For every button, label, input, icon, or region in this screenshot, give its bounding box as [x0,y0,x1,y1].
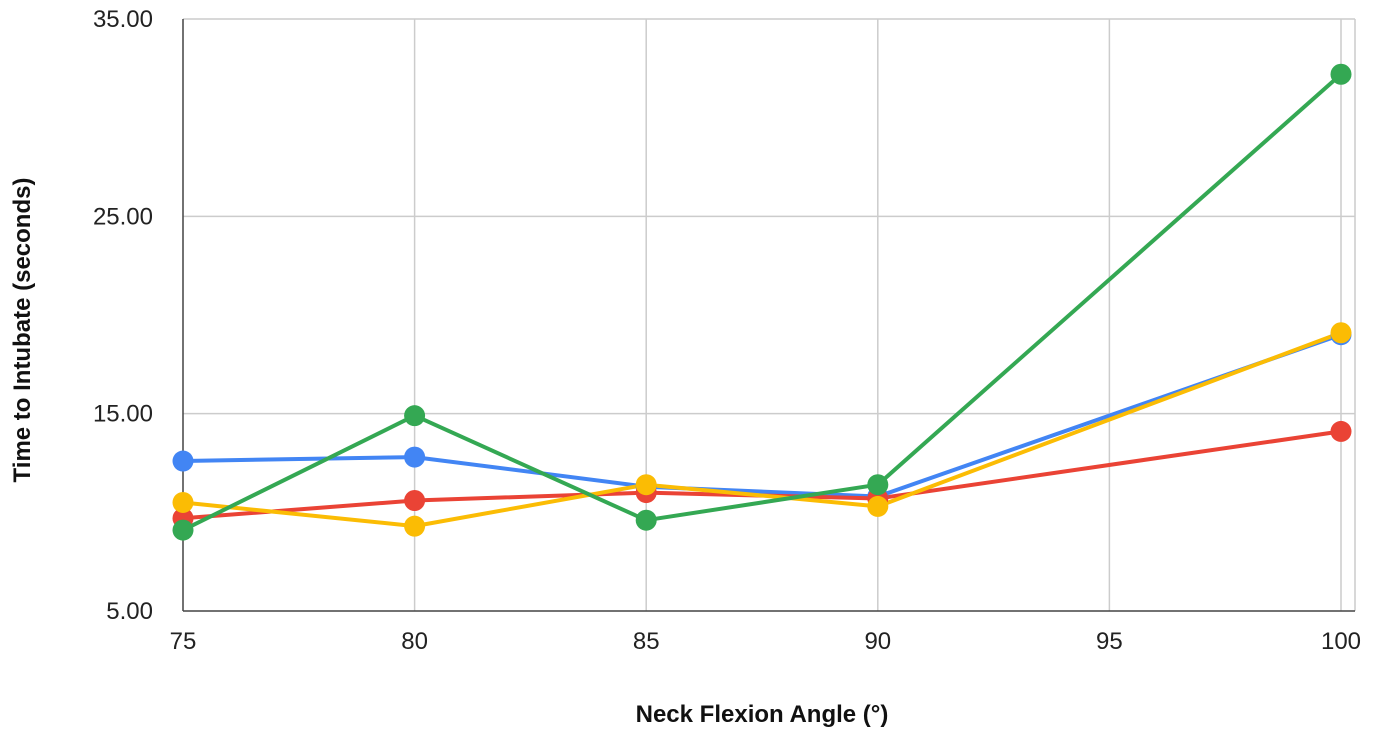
y-axis-title: Time to Intubate (seconds) [9,178,36,483]
x-tick-label: 75 [170,628,197,655]
data-point [404,446,426,468]
data-point [404,405,426,427]
data-point [172,491,194,513]
y-tick-label: 5.00 [106,598,153,625]
x-axis-title: Neck Flexion Angle (°) [636,701,889,728]
y-tick-label: 15.00 [93,401,153,428]
data-point [635,474,657,496]
y-tick-label: 25.00 [93,203,153,230]
series-line-3 [181,330,1343,529]
data-point [172,450,194,472]
data-point [867,495,889,517]
data-point [172,519,194,541]
data-points [172,63,1352,541]
series-lines [181,72,1343,533]
x-tick-label: 95 [1096,628,1123,655]
data-point [404,489,426,511]
data-point [1330,322,1352,344]
x-tick-label: 90 [864,628,891,655]
data-point [1330,63,1352,85]
tick-labels: 5.00 15.00 25.00 35.00 75 80 85 90 95 100 [93,6,1361,655]
data-point [1330,420,1352,442]
gridlines [183,18,1356,611]
x-tick-label: 85 [633,628,660,655]
x-tick-label: 100 [1321,628,1361,655]
data-point [635,509,657,531]
y-tick-label: 35.00 [93,6,153,33]
data-point [404,515,426,537]
x-tick-label: 80 [401,628,428,655]
series-line-1 [181,332,1343,499]
data-point [867,474,889,496]
series-line-4 [181,72,1343,533]
